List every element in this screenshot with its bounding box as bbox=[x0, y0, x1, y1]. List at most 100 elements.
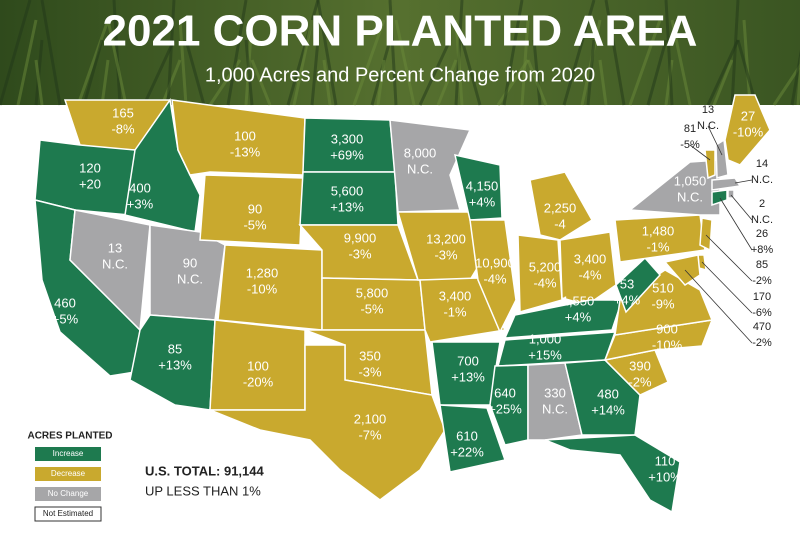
state-acres: 90 bbox=[248, 201, 262, 216]
state-acres: 470 bbox=[753, 321, 771, 333]
state-acres: 165 bbox=[112, 105, 134, 120]
state-acres: 13 bbox=[702, 104, 714, 116]
state-change: +22% bbox=[450, 444, 484, 459]
state-change: -5% bbox=[360, 301, 384, 316]
leaf bbox=[178, 19, 188, 106]
state bbox=[439, 404, 506, 473]
state-change: -3% bbox=[348, 246, 372, 261]
state bbox=[724, 94, 771, 166]
leaf bbox=[142, 39, 176, 106]
leaf bbox=[160, 59, 182, 106]
state-change: -10% bbox=[247, 281, 278, 296]
state bbox=[663, 254, 701, 286]
state-change: +69% bbox=[330, 147, 364, 162]
state-change: +20 bbox=[79, 176, 101, 191]
state-acres: 460 bbox=[54, 295, 76, 310]
leaf bbox=[106, 19, 128, 106]
subtitle: 1,000 Acres and Percent Change from 2020 bbox=[205, 64, 595, 86]
state-change: -10% bbox=[652, 337, 683, 352]
leaf bbox=[598, 59, 608, 106]
state-change: -5% bbox=[243, 217, 267, 232]
leaf bbox=[250, 59, 272, 106]
state-acres: 2,100 bbox=[354, 411, 387, 426]
state-acres: 640 bbox=[494, 385, 516, 400]
legend-label: Increase bbox=[53, 449, 84, 458]
state-change: N.C. bbox=[677, 189, 703, 204]
leaf bbox=[112, 0, 122, 106]
state bbox=[559, 231, 617, 306]
leaf bbox=[310, 39, 320, 106]
state-acres: 1,050 bbox=[674, 173, 707, 188]
leaf bbox=[322, 59, 332, 106]
leader-line bbox=[734, 179, 753, 184]
state bbox=[564, 359, 641, 436]
state bbox=[711, 177, 742, 191]
state-change: +8% bbox=[751, 244, 774, 256]
state-change: -2% bbox=[628, 374, 652, 389]
leaf bbox=[520, 19, 530, 106]
state-acres: 100 bbox=[234, 128, 256, 143]
leaf bbox=[502, 0, 524, 106]
leaf bbox=[436, 59, 458, 106]
leaf bbox=[706, 39, 740, 106]
legend-label: Decrease bbox=[51, 469, 86, 478]
state-acres: 170 bbox=[753, 291, 771, 303]
state-acres: 1,280 bbox=[246, 265, 279, 280]
state-change: -6% bbox=[752, 307, 772, 319]
state-acres: 10,900 bbox=[475, 255, 515, 270]
leaf bbox=[730, 0, 740, 106]
legend-swatch bbox=[35, 487, 101, 501]
leaf bbox=[460, 39, 482, 106]
state-acres: 110 bbox=[655, 453, 676, 468]
leaf bbox=[796, 55, 800, 106]
state bbox=[209, 344, 446, 501]
leaf bbox=[76, 19, 110, 106]
leaf bbox=[394, 19, 416, 106]
state bbox=[544, 434, 681, 514]
leader-line bbox=[689, 144, 711, 161]
state bbox=[615, 256, 662, 314]
state-acres: 5,600 bbox=[331, 183, 364, 198]
state-change: -4% bbox=[578, 267, 602, 282]
leaf bbox=[496, 59, 530, 106]
leader-line bbox=[705, 234, 753, 282]
state-acres: 120 bbox=[79, 160, 101, 175]
leaf bbox=[286, 0, 320, 106]
leaf bbox=[166, 0, 176, 106]
state-change: -9% bbox=[651, 296, 675, 311]
leaf bbox=[646, 39, 668, 106]
state-acres: 27 bbox=[741, 108, 755, 123]
state-acres: 1,480 bbox=[642, 223, 675, 238]
state bbox=[711, 189, 728, 207]
state-change: -2% bbox=[752, 275, 772, 287]
leaf bbox=[352, 19, 386, 106]
leaf bbox=[244, 39, 254, 106]
state bbox=[503, 299, 624, 339]
state-acres: 5,800 bbox=[356, 285, 389, 300]
state-change: N.C. bbox=[751, 214, 773, 226]
state-acres: 9,900 bbox=[344, 230, 377, 245]
state bbox=[527, 362, 583, 441]
state-change: -3% bbox=[434, 247, 458, 262]
legend-swatch bbox=[34, 506, 102, 522]
leaf bbox=[34, 59, 44, 106]
leader-line bbox=[730, 194, 753, 221]
state-change: -4% bbox=[533, 275, 557, 290]
state-acres: 330 bbox=[544, 385, 566, 400]
total-change: UP LESS THAN 1% bbox=[145, 483, 261, 498]
state-acres: 85 bbox=[756, 259, 768, 271]
state-acres: 13,200 bbox=[426, 231, 466, 246]
state-change: -8% bbox=[111, 121, 135, 136]
legend-title: ACRES PLANTED bbox=[27, 431, 112, 442]
leaf bbox=[454, 19, 464, 106]
state-change: N.C. bbox=[102, 256, 128, 271]
state-acres: 400 bbox=[129, 180, 151, 195]
state-change: -7% bbox=[358, 427, 382, 442]
leaf bbox=[712, 59, 734, 106]
leaf bbox=[418, 39, 452, 106]
leader-line bbox=[707, 125, 723, 156]
state-acres: 8,000 bbox=[404, 145, 437, 160]
state-change: +14% bbox=[591, 402, 625, 417]
leaf bbox=[742, 19, 752, 106]
